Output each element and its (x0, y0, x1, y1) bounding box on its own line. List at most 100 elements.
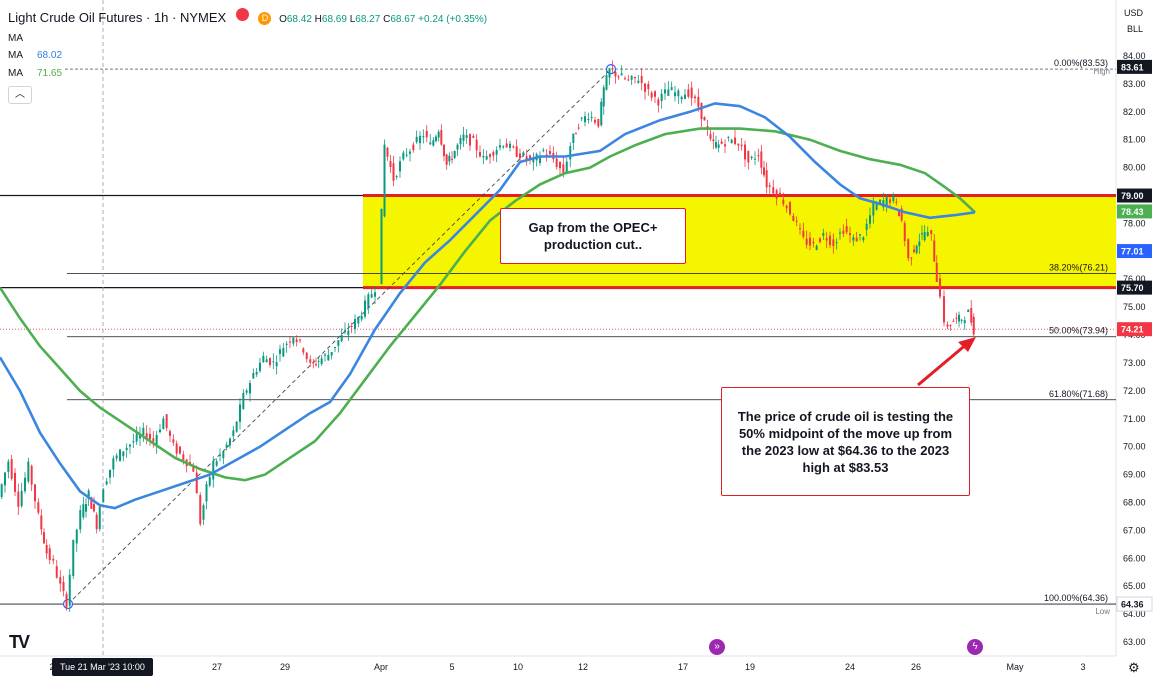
candle-body (24, 477, 26, 492)
change-value: +0.24 (+0.35%) (418, 14, 488, 25)
ma-green-line (0, 127, 976, 482)
candle-body (115, 455, 118, 459)
lightning-icon[interactable]: ϟ (967, 639, 983, 655)
candle-body (159, 429, 161, 433)
candle-body (630, 75, 633, 80)
candle-body (72, 539, 75, 576)
candle-body (475, 139, 478, 151)
candle-body (249, 383, 251, 394)
alert-badge-icon[interactable] (235, 8, 249, 21)
candle-body (479, 152, 481, 157)
price-tag-label-5: 74.21 (1121, 325, 1144, 335)
candle-body (87, 490, 90, 500)
candle-body (182, 454, 185, 461)
collapse-indicators-button[interactable]: ︿ (8, 86, 32, 104)
gap-annotation: Gap from the OPEC+ production cut.. (500, 208, 686, 264)
indicator-ma-3[interactable]: MA 71.65 (8, 68, 63, 79)
candle-body (125, 447, 128, 451)
candle-body (862, 237, 865, 241)
candle-body (169, 431, 171, 436)
candle-body (515, 146, 518, 157)
candle-body (7, 461, 10, 472)
x-tick-label-10: 26 (911, 662, 921, 672)
candle-body (640, 76, 643, 84)
candle-body (489, 154, 491, 157)
candle-body (465, 135, 468, 138)
candle-body (357, 317, 360, 324)
candle-body (85, 503, 87, 512)
candle-body (285, 343, 288, 345)
candle-body (829, 235, 831, 246)
y-tick-label-6: 78.00 (1123, 218, 1146, 228)
candle-body (946, 324, 949, 327)
candle-body (330, 352, 333, 356)
candle-body (62, 582, 65, 592)
candle-body (545, 154, 548, 156)
candle-body (712, 139, 715, 142)
candle-body (727, 136, 730, 138)
candle-body (509, 143, 511, 148)
candle-body (943, 296, 945, 323)
candle-body (68, 574, 71, 606)
event-icon[interactable]: » (709, 639, 725, 655)
candle-body (882, 200, 885, 208)
candle-body (779, 192, 781, 196)
candle-body (822, 232, 825, 236)
gap-zone (363, 195, 1116, 288)
price-tag-label-1: 79.00 (1121, 191, 1144, 201)
candle-body (865, 223, 868, 230)
candle-body (259, 362, 261, 372)
candle-body (594, 119, 596, 123)
candle-body (344, 330, 346, 333)
symbol-title[interactable]: Light Crude Oil Futures · 1h · NYMEX (8, 10, 227, 25)
y-tick-label-13: 71.00 (1123, 414, 1146, 424)
price-tag-label-3: 77.01 (1121, 247, 1144, 257)
price-tag-3 (1117, 244, 1152, 259)
unit-label[interactable]: BLL (1126, 24, 1143, 34)
candle-body (802, 230, 805, 237)
candle-body (667, 89, 670, 96)
candle-body (425, 130, 428, 138)
candle-body (20, 490, 23, 507)
candle-body (680, 96, 683, 100)
candle-body (451, 158, 453, 160)
candle-body (703, 117, 706, 121)
candle-body (65, 594, 68, 608)
candle-body (575, 133, 577, 135)
candle-body (392, 163, 395, 181)
candle-body (4, 472, 6, 486)
candle-body (614, 71, 617, 77)
candle-body (584, 116, 586, 123)
candle-body (389, 161, 392, 167)
indicator-ma-2[interactable]: MA 68.02 (8, 50, 63, 61)
fib-label-2: 50.00%(73.94) (1049, 326, 1108, 336)
candle-body (377, 286, 380, 288)
candle-body (785, 205, 788, 209)
currency-label[interactable]: USD (1123, 8, 1143, 18)
candle-body (670, 87, 673, 90)
candle-body (208, 476, 211, 486)
candle-body (519, 153, 521, 159)
candle-body (334, 347, 336, 349)
y-tick-label-3: 81.00 (1123, 135, 1146, 145)
candle-body (292, 337, 295, 344)
candle-body (354, 319, 356, 329)
candle-body (674, 92, 676, 97)
indicator-ma-1[interactable]: MA (8, 33, 23, 44)
data-badge-icon[interactable]: D (258, 12, 272, 25)
settings-gear-icon[interactable]: ⚙ (1128, 660, 1140, 675)
candle-body (930, 230, 933, 234)
fib-label-1: 38.20%(76.21) (1049, 262, 1108, 272)
candle-body (687, 89, 690, 97)
candle-body (709, 134, 712, 139)
candle-body (750, 156, 753, 159)
x-tick-label-11: May (1006, 662, 1024, 672)
candle-body (317, 360, 320, 362)
candle-body (142, 427, 145, 436)
candle-body (299, 339, 301, 341)
candle-body (172, 439, 175, 443)
candle-body (955, 317, 958, 319)
fib-trend-line (67, 68, 612, 605)
candle-body (768, 185, 771, 187)
